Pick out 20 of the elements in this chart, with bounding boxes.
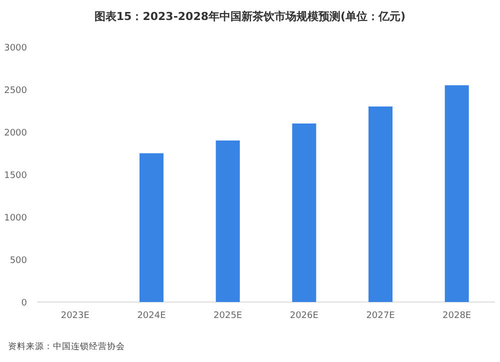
- text: 资料来源：中国连锁经营协会: [8, 341, 125, 352]
- y-tick-label: 2000: [4, 128, 28, 138]
- x-tick-label: 2025E: [214, 311, 242, 321]
- bar: [444, 85, 469, 302]
- bar: [216, 140, 240, 302]
- bar: [292, 124, 316, 302]
- x-tick-label: 2023E: [60, 311, 90, 321]
- y-tick-label: 3000: [4, 44, 28, 54]
- x-tick-label: 2026E: [290, 311, 319, 321]
- bar: [368, 106, 392, 302]
- x-tick-label: 2027E: [366, 311, 396, 321]
- bar: [140, 153, 164, 302]
- x-tick-label: 2028E: [442, 311, 472, 321]
- y-tick-label: 0: [21, 298, 28, 308]
- chart-title: 图表15：2023-2028年中国新茶饮市场规模预测(单位：亿元): [94, 10, 406, 23]
- y-tick-label: 1000: [4, 214, 28, 224]
- y-tick-label: 500: [10, 256, 28, 266]
- y-tick-label: 1500: [4, 171, 28, 181]
- x-tick-label: 2024E: [137, 311, 166, 321]
- y-tick-label: 2500: [4, 86, 28, 96]
